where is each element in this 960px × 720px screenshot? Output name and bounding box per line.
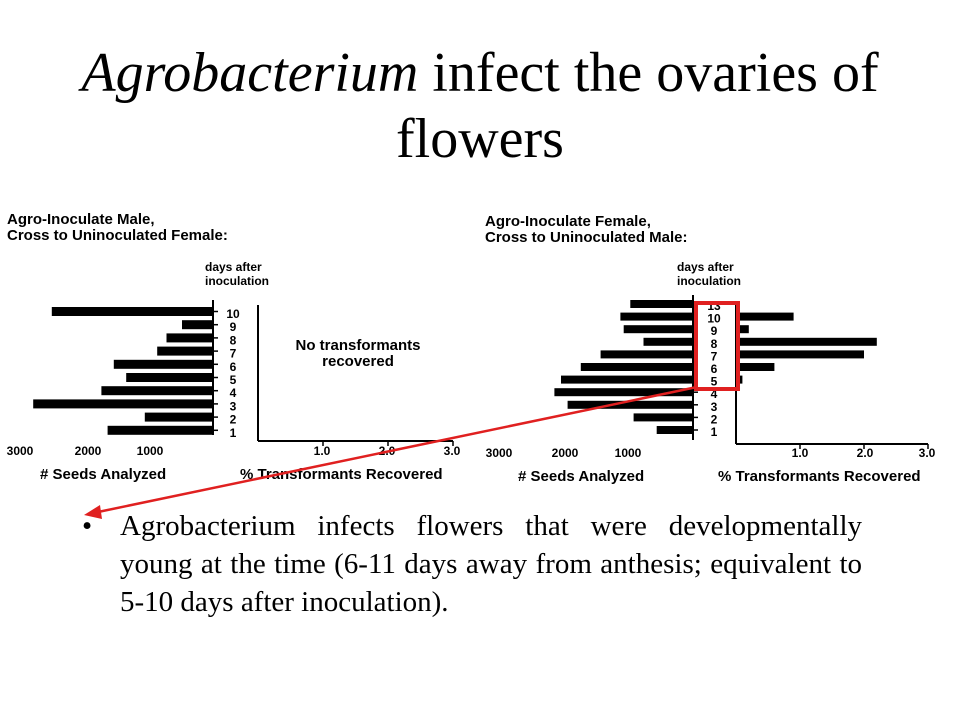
chart2-category-label: 9 xyxy=(711,324,718,338)
chart2-category-label: 3 xyxy=(711,400,718,414)
chart2-seeds-bar xyxy=(630,300,693,308)
chart2-category-label: 7 xyxy=(711,349,718,363)
chart2-seeds-bar xyxy=(554,388,693,397)
chart1-pct-tick-label: 1.0 xyxy=(314,444,331,458)
chart1-axis-title-line: days after xyxy=(205,260,262,274)
chart2-seeds-bar xyxy=(580,363,693,371)
chart1-seeds-bar xyxy=(182,320,213,330)
chart1-category-label: 6 xyxy=(230,360,237,374)
chart1-seeds-axis-label: # Seeds Analyzed xyxy=(40,466,166,483)
chart2-category-label: 6 xyxy=(711,362,718,376)
chart2-seeds-bar xyxy=(600,350,693,359)
chart2-pct-tick-label: 1.0 xyxy=(792,446,809,460)
chart1-seeds-tick-label: 1000 xyxy=(137,444,164,458)
chart2-seeds-bar xyxy=(567,400,693,409)
chart2-seeds-bar xyxy=(656,426,693,434)
chart2-category-label: 5 xyxy=(711,375,718,389)
chart1-category-label: 1 xyxy=(230,426,237,440)
chart2-seeds-bar xyxy=(633,413,693,422)
chart2-category-label: 10 xyxy=(707,312,721,326)
chart2-axis-title-line: inoculation xyxy=(677,274,741,288)
chart2-title-line: Cross to Uninoculated Male: xyxy=(485,229,688,246)
chart1-seeds-bar xyxy=(33,399,214,409)
chart1-category-label: 5 xyxy=(230,373,237,387)
chart2-transformant-bar xyxy=(736,350,864,359)
chart1-seeds-bar xyxy=(101,386,213,396)
chart1-category-label: 8 xyxy=(230,333,237,347)
chart1-pct-tick-label: 3.0 xyxy=(444,444,461,458)
chart2-seeds-bar xyxy=(561,375,693,384)
slide-title: Agrobacterium infect the ovaries of flow… xyxy=(30,40,930,172)
title-italic: Agrobacterium xyxy=(81,42,419,104)
chart2-title-line: Agro-Inoculate Female, xyxy=(485,213,651,230)
chart1-seeds-bar xyxy=(126,373,213,382)
bullet-point: • Agrobacterium infects flowers that wer… xyxy=(82,507,862,621)
chart2-pct-tick-label: 3.0 xyxy=(919,446,936,460)
chart1-axis-title-line: inoculation xyxy=(205,274,269,288)
chart2-transformant-bar xyxy=(736,312,794,321)
chart2-seeds-tick-label: 3000 xyxy=(486,446,513,460)
chart2-transformant-bar xyxy=(736,363,775,371)
chart1-category-label: 2 xyxy=(230,413,237,427)
chart1-seeds-bar xyxy=(144,412,213,422)
chart1-title-line: Cross to Uninoculated Female: xyxy=(7,227,228,244)
chart2-transformant-bar xyxy=(736,337,877,346)
chart2-seeds-bar xyxy=(643,337,693,346)
bullet-text: Agrobacterium infects flowers that were … xyxy=(120,510,862,618)
chart1-category-label: 9 xyxy=(230,320,237,334)
title-rest: infect the ovaries of flowers xyxy=(396,42,879,170)
chart2-transformant-bar xyxy=(736,325,749,334)
highlight-arrow-head xyxy=(84,505,102,519)
chart2-category-label: 8 xyxy=(711,337,718,351)
chart2-seeds-tick-label: 2000 xyxy=(552,446,579,460)
chart1-category-label: 7 xyxy=(230,347,237,361)
chart1-seeds-bar xyxy=(166,333,213,343)
chart2-category-label: 1 xyxy=(711,425,718,439)
chart1-seeds-tick-label: 2000 xyxy=(75,444,102,458)
chart2-pct-axis-label: % Transformants Recovered xyxy=(718,468,921,485)
chart2-category-label: 2 xyxy=(711,412,718,426)
chart1-seeds-bar xyxy=(51,307,213,316)
chart2-seeds-axis-label: # Seeds Analyzed xyxy=(518,468,644,485)
chart2-category-label: 4 xyxy=(711,387,718,401)
chart2-seeds-tick-label: 1000 xyxy=(615,446,642,460)
chart1-pct-axis-label: % Transformants Recovered xyxy=(240,466,443,483)
chart1-title-line: Agro-Inoculate Male, xyxy=(7,211,155,228)
highlight-box xyxy=(694,301,740,391)
chart1-annotation-line: No transformants xyxy=(295,337,420,354)
chart2-pct-tick-label: 2.0 xyxy=(857,446,874,460)
chart2-axis-title-line: days after xyxy=(677,260,734,274)
chart2-seeds-bar xyxy=(620,312,693,321)
chart1-seeds-bar xyxy=(113,359,213,369)
chart1-seeds-tick-label: 3000 xyxy=(7,444,34,458)
chart2-seeds-bar xyxy=(623,325,693,334)
chart1-seeds-bar xyxy=(157,346,213,356)
chart1-annotation-line: recovered xyxy=(322,353,394,370)
chart1-category-label: 10 xyxy=(226,307,240,321)
highlight-arrow-line xyxy=(97,385,698,514)
chart1-category-label: 4 xyxy=(230,386,237,400)
chart1-seeds-bar xyxy=(107,425,213,435)
bullet-symbol: • xyxy=(82,510,93,542)
chart1-category-label: 3 xyxy=(230,399,237,413)
